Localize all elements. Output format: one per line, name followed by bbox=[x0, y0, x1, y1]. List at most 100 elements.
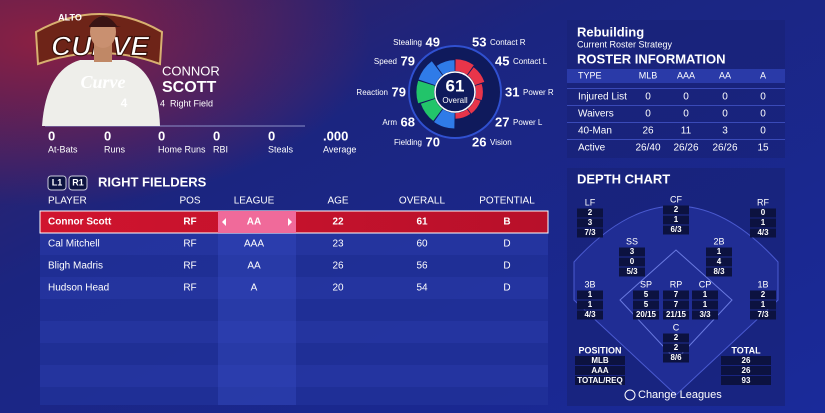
strategy-title: Rebuilding bbox=[577, 24, 644, 39]
rating-name: Contact L bbox=[513, 57, 548, 66]
legend-total: 93 bbox=[742, 376, 751, 385]
league-column-bg bbox=[218, 233, 296, 255]
arrow-left[interactable] bbox=[222, 218, 226, 226]
players-column: AGE bbox=[327, 196, 348, 207]
position-name: SS bbox=[626, 236, 638, 246]
overall-label: Overall bbox=[442, 96, 468, 105]
player-cell: D bbox=[503, 239, 510, 250]
total-box bbox=[721, 366, 771, 375]
position-value: 1 bbox=[674, 215, 679, 224]
roster-cell: 11 bbox=[681, 126, 692, 137]
rating-value: 26 bbox=[472, 134, 486, 149]
rating-wedge bbox=[467, 98, 481, 114]
league-selector[interactable] bbox=[218, 211, 296, 233]
position-box bbox=[663, 310, 689, 320]
rating-name: Arm bbox=[382, 118, 397, 127]
player-jersey bbox=[42, 60, 160, 126]
position-value: 1 bbox=[588, 290, 593, 299]
button-chip[interactable] bbox=[68, 175, 88, 191]
stat-value: 0 bbox=[213, 128, 220, 143]
position-value: 7 bbox=[674, 290, 679, 299]
players-column: OVERALL bbox=[399, 196, 446, 207]
jersey-number: 4 bbox=[121, 96, 128, 110]
position-box bbox=[750, 310, 776, 320]
table-row-bg bbox=[40, 365, 548, 387]
rating-wedge bbox=[475, 83, 483, 101]
player-cell: 56 bbox=[416, 261, 428, 272]
position-value: 5/3 bbox=[626, 267, 638, 276]
rating-wedge bbox=[420, 98, 443, 121]
player-cell: Cal Mitchell bbox=[48, 239, 100, 250]
players-column: POTENTIAL bbox=[479, 196, 535, 207]
player-cell: 23 bbox=[332, 239, 344, 250]
rating-value: 27 bbox=[495, 114, 509, 129]
position-box bbox=[750, 218, 776, 228]
legend-total: 26 bbox=[742, 356, 751, 365]
stat-label: Home Runs bbox=[158, 144, 206, 154]
position-box bbox=[663, 205, 689, 215]
league-column-bg bbox=[218, 299, 296, 321]
position-value: 8/3 bbox=[713, 267, 725, 276]
league-column-bg bbox=[218, 365, 296, 387]
stat-label: At-Bats bbox=[48, 144, 78, 154]
legend-total-header: TOTAL bbox=[731, 345, 761, 355]
logo-top: ALTO bbox=[58, 12, 82, 22]
player-cell: B bbox=[503, 217, 510, 228]
position-name: CF bbox=[670, 194, 682, 204]
position-value: 2 bbox=[674, 333, 679, 342]
legend-row: AAA bbox=[591, 366, 609, 375]
position-name: C bbox=[673, 322, 680, 332]
legend-box bbox=[575, 376, 625, 385]
change-leagues[interactable]: Change Leagues bbox=[638, 389, 722, 401]
roster-cell: 0 bbox=[760, 92, 766, 103]
rating-wedge bbox=[434, 109, 455, 129]
depth-title: DEPTH CHART bbox=[577, 171, 670, 186]
position-box bbox=[619, 247, 645, 257]
position-value: 7/3 bbox=[757, 310, 769, 319]
player-cell: Hudson Head bbox=[48, 283, 109, 294]
position-box bbox=[619, 257, 645, 267]
roster-cell: 26/26 bbox=[712, 143, 737, 154]
roster-column: TYPE bbox=[578, 70, 602, 80]
stat-value: .000 bbox=[323, 128, 348, 143]
roster-cell: 26 bbox=[642, 126, 654, 137]
player-cell: Connor Scott bbox=[48, 217, 112, 228]
roster-column: A bbox=[760, 70, 766, 80]
position-value: 1 bbox=[761, 300, 766, 309]
arrow-right[interactable] bbox=[288, 218, 292, 226]
players-column: POS bbox=[179, 196, 200, 207]
position-box bbox=[692, 310, 718, 320]
roster-column: MLB bbox=[639, 70, 658, 80]
position-name: RF bbox=[757, 197, 769, 207]
rating-wedge bbox=[467, 67, 485, 86]
position-value: 1 bbox=[761, 218, 766, 227]
roster-cell: 0 bbox=[645, 109, 651, 120]
position-value: 21/15 bbox=[666, 310, 687, 319]
button-chip[interactable] bbox=[47, 175, 67, 191]
roster-column: AAA bbox=[677, 70, 695, 80]
rating-wedge bbox=[418, 61, 443, 86]
position-box bbox=[633, 300, 659, 310]
rating-name: Power R bbox=[523, 88, 554, 97]
rating-wedge bbox=[416, 80, 435, 104]
rating-wedge bbox=[455, 59, 474, 75]
position-box bbox=[692, 300, 718, 310]
players-title: RIGHT FIELDERS bbox=[98, 174, 207, 189]
player-cell: 20 bbox=[332, 283, 344, 294]
roster-cell: Waivers bbox=[578, 109, 614, 120]
position-box bbox=[663, 290, 689, 300]
position-value: 6/3 bbox=[670, 225, 682, 234]
legend-box bbox=[575, 356, 625, 365]
position-value: 1 bbox=[717, 247, 722, 256]
stat-value: 0 bbox=[268, 128, 275, 143]
player-first-name: CONNOR bbox=[162, 63, 220, 78]
position-value: 20/15 bbox=[636, 310, 657, 319]
player-cell: AA bbox=[247, 217, 261, 228]
position-box bbox=[750, 300, 776, 310]
stat-label: Runs bbox=[104, 144, 126, 154]
rating-value: 49 bbox=[426, 34, 440, 49]
player-cell: AAA bbox=[244, 239, 264, 250]
rating-name: Stealing bbox=[393, 38, 422, 47]
position-value: 0 bbox=[630, 257, 635, 266]
position-value: 7/3 bbox=[584, 228, 596, 237]
